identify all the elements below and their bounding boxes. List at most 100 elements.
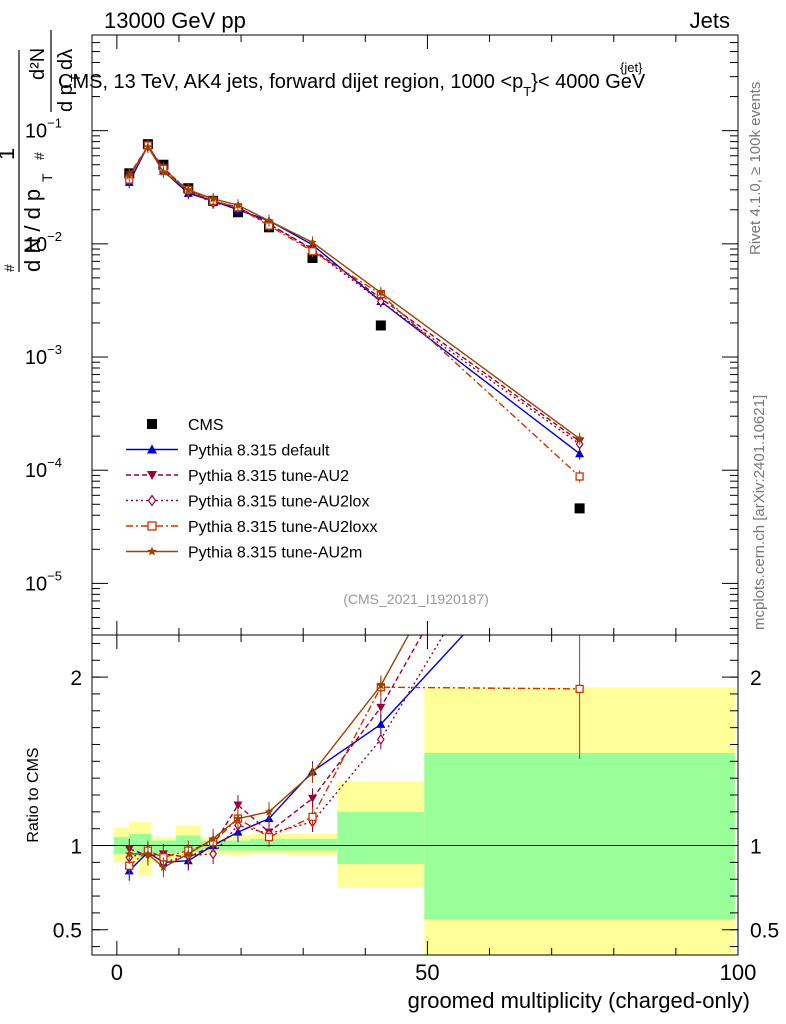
ratio-y-tick-label-right: 2 xyxy=(750,667,762,690)
ratio-line xyxy=(128,635,465,872)
data-point xyxy=(375,320,386,331)
legend-entry: Pythia 8.315 tune-AU2 xyxy=(126,468,349,485)
side-mcplots: mcplots.cern.ch [arXiv:2401.10621] xyxy=(751,395,768,630)
ratio-line xyxy=(129,635,423,859)
legend-entry: Pythia 8.315 default xyxy=(126,443,330,460)
ratio-point xyxy=(159,862,168,872)
legend-label: Pythia 8.315 tune-AU2 xyxy=(188,468,349,485)
ratio-y-tick-label-right: 0.5 xyxy=(750,920,779,943)
series-line xyxy=(128,144,581,455)
svg-text:d N / d p: d N / d p xyxy=(20,189,45,272)
series-pythia-8-315-tune-au2 xyxy=(124,140,585,448)
ratio-uncertainty-bands xyxy=(92,687,738,955)
ratio-point xyxy=(308,794,318,803)
ratio-point xyxy=(184,849,193,858)
ratio-line xyxy=(129,635,410,869)
ratio-point xyxy=(208,834,218,843)
data-point xyxy=(233,200,243,209)
y-tick-label: 10−5 xyxy=(25,568,62,595)
main-series xyxy=(124,139,585,514)
ratio-point xyxy=(143,849,153,858)
ratio-line xyxy=(128,686,580,867)
legend-marker xyxy=(147,521,157,531)
ratio-y-tick-label: 2 xyxy=(70,667,82,690)
legend-label: Pythia 8.315 tune-AU2m xyxy=(188,545,362,562)
ratio-point xyxy=(308,768,317,777)
data-point xyxy=(308,237,317,246)
svg-text:1: 1 xyxy=(0,148,19,160)
data-point xyxy=(184,185,193,194)
header-left: 13000 GeV pp xyxy=(104,8,246,33)
ratio-point xyxy=(209,848,218,860)
ratio-point xyxy=(233,814,243,823)
legend-marker xyxy=(147,444,157,454)
plot-title-end: }< 4000 GeV xyxy=(531,71,646,93)
band-green xyxy=(424,752,735,920)
analysis-id: (CMS_2021_I1920187) xyxy=(343,591,489,607)
plot-title: CMS, 13 TeV, AK4 jets, forward dijet reg… xyxy=(58,71,646,99)
y-tick-label: 10−2 xyxy=(25,229,62,256)
ratio-point xyxy=(376,681,386,690)
main-ticks: 10−1 10−2 10−3 10−4 10−5 xyxy=(25,35,739,635)
series-line xyxy=(128,144,581,478)
plot-title-sub: T xyxy=(523,84,531,99)
svg-text:#: # xyxy=(31,152,47,160)
header-right: Jets xyxy=(690,8,730,33)
band-green xyxy=(337,811,425,865)
band-green xyxy=(129,833,139,856)
legend-entry: Pythia 8.315 tune-AU2m xyxy=(126,545,362,562)
data-point xyxy=(208,194,218,203)
ratio-point xyxy=(376,733,385,745)
plot-title-sup: {jet} xyxy=(620,60,643,75)
data-point xyxy=(308,247,317,256)
legend-label: Pythia 8.315 tune-AU2lox xyxy=(188,494,369,511)
data-point xyxy=(376,288,386,297)
data-point xyxy=(264,216,274,225)
legend-marker xyxy=(147,471,157,480)
ratio-series xyxy=(124,319,584,881)
series-line xyxy=(128,145,581,440)
ratio-ylabel: Ratio to CMS xyxy=(25,747,42,842)
band-green xyxy=(287,838,338,851)
legend-entry: CMS xyxy=(147,417,224,434)
data-point xyxy=(159,167,168,176)
svg-text:T: T xyxy=(68,74,83,82)
ratio-frame xyxy=(91,634,739,956)
ratio-y-tick-label: 0.5 xyxy=(53,920,82,943)
data-point xyxy=(575,434,584,443)
y-tick-label: 10−1 xyxy=(25,116,62,143)
ratio-point xyxy=(575,319,584,327)
ratio-y-tick-label: 1 xyxy=(70,836,82,859)
legend-label: CMS xyxy=(188,417,224,434)
x-tick-label: 50 xyxy=(415,960,439,985)
ratio-series-pythia-8-315-tune-au2m xyxy=(125,319,584,878)
series-pythia-8-315-default xyxy=(124,139,585,460)
plot-title-main: CMS, 13 TeV, AK4 jets, forward dijet reg… xyxy=(58,71,523,93)
x-axis-label: groomed multiplicity (charged-only) xyxy=(408,988,750,1013)
ratio-ticks: 0.5 0.5 1 1 2 2 0 50 100 xyxy=(53,635,779,985)
x-tick-label: 0 xyxy=(111,960,123,985)
ratio-point xyxy=(264,832,274,842)
data-point xyxy=(143,142,153,151)
svg-text:dλ: dλ xyxy=(55,49,77,70)
svg-text:d²N: d²N xyxy=(27,48,49,80)
ratio-point xyxy=(233,801,243,810)
legend-label: Pythia 8.315 default xyxy=(188,443,330,460)
data-point xyxy=(376,295,385,307)
svg-text:d p: d p xyxy=(55,84,77,112)
svg-text:#: # xyxy=(1,264,17,272)
data-point xyxy=(575,472,584,481)
series-line xyxy=(128,145,581,442)
legend-label: Pythia 8.315 tune-AU2loxx xyxy=(188,519,377,536)
ratio-point xyxy=(264,807,274,816)
ratio-point xyxy=(575,354,584,362)
ratio-point xyxy=(575,684,584,694)
data-point xyxy=(307,252,318,263)
legend-marker xyxy=(147,546,157,556)
ratio-point xyxy=(308,812,317,822)
series-pythia-8-315-tune-au2m xyxy=(125,140,584,445)
ratio-y-tick-label-right: 1 xyxy=(750,836,762,859)
legend-entry: Pythia 8.315 tune-AU2loxx xyxy=(126,519,377,536)
main-ylabel: 1 d N / d p T # d p T dλ d²N # xyxy=(0,30,83,272)
